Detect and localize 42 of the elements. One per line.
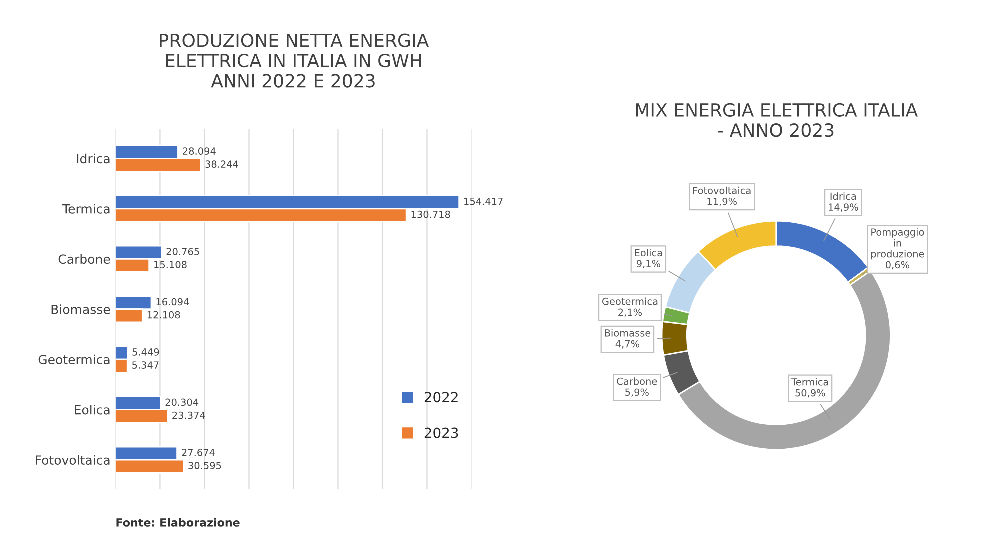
data-label: 11,9%: [708, 198, 738, 206]
data-label: 30.595: [188, 462, 222, 470]
source-note: Fonte: Elaborazione: [116, 518, 240, 527]
slice-label: Carbone: [617, 378, 658, 386]
y-tick-label: Idrica: [77, 154, 110, 164]
slice-label: Pompaggio in produzione: [872, 228, 924, 260]
legend-label: 2023: [424, 428, 458, 438]
slice-label: Termica: [792, 378, 828, 386]
y-tick-label: Termica: [62, 204, 110, 214]
data-label: 130.718: [412, 210, 450, 218]
y-tick-label: Fotovoltaica: [36, 455, 110, 465]
data-label: 9,1%: [636, 260, 660, 269]
chart-title: PRODUZIONE NETTA ENERGIA ELETTRICA IN ITALIA IN GWH ANNI 2022 E 2023: [160, 34, 430, 88]
chart-title: MIX ENERGIA ELETTRICA ITALIA - ANNO 2023: [636, 103, 918, 138]
slice-label: Idrica: [830, 192, 856, 200]
y-tick-label: Eolica: [75, 405, 110, 415]
data-label: 14,9%: [829, 204, 858, 212]
data-label: 2,1%: [618, 308, 642, 318]
slice-label: Fotovoltaica: [693, 186, 751, 194]
y-tick-label: Carbone: [58, 254, 110, 264]
y-tick-label: Biomasse: [52, 304, 110, 314]
data-label: 28.094: [183, 148, 216, 155]
data-label: 15.108: [154, 261, 187, 268]
data-label: 16.094: [156, 298, 190, 306]
y-tick-label: Geotermica: [38, 354, 110, 365]
data-label: 50,9%: [796, 389, 826, 398]
slice-label: Geotermica: [602, 298, 658, 306]
data-label: 5.449: [132, 348, 160, 356]
data-label: 12.108: [148, 311, 180, 319]
slice-label: Eolica: [635, 249, 662, 257]
data-label: 23.374: [172, 412, 206, 420]
data-label: 4,7%: [616, 340, 640, 349]
data-label: 38.244: [206, 160, 238, 168]
legend-label: 2022: [424, 392, 458, 403]
data-label: 154.417: [464, 198, 503, 206]
slice-label: Biomasse: [605, 329, 651, 337]
data-label: 20.304: [166, 398, 199, 406]
data-label: 0,6%: [886, 261, 910, 270]
data-label: 5.347: [132, 362, 159, 369]
data-label: 5,9%: [626, 388, 649, 398]
data-label: 20.765: [166, 248, 200, 256]
data-label: 27.674: [182, 449, 215, 456]
